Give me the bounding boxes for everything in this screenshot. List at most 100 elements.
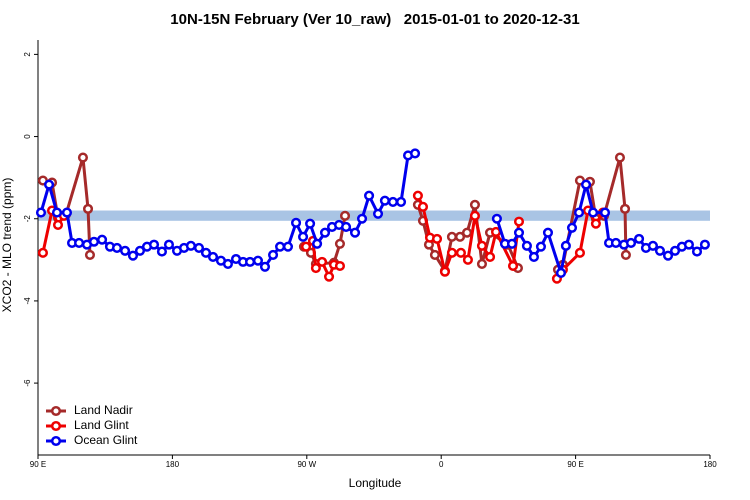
data-point (282, 241, 294, 252)
legend-label: Ocean Glint (74, 433, 138, 447)
legend-marker (50, 405, 62, 417)
data-point (429, 249, 440, 260)
data-point (364, 190, 375, 201)
data-point (148, 239, 160, 250)
data-point (410, 148, 421, 159)
data-point (37, 247, 48, 258)
data-point (298, 231, 309, 242)
data-point (542, 227, 554, 238)
data-point (412, 190, 423, 201)
data-point (462, 254, 473, 265)
data-point (619, 203, 631, 214)
data-point (670, 245, 681, 256)
data-point (574, 247, 585, 258)
data-point (127, 250, 139, 261)
data-point (535, 241, 547, 252)
data-point (691, 246, 703, 257)
data-point (222, 258, 234, 269)
data-point (334, 260, 346, 272)
data-point (319, 227, 331, 238)
data-point (387, 196, 399, 207)
data-point (290, 217, 302, 228)
x-tick-label: 0 (439, 460, 444, 469)
data-point (469, 210, 480, 221)
data-point (566, 222, 578, 233)
data-point (599, 207, 611, 218)
data-point (590, 218, 601, 229)
data-point (490, 226, 502, 237)
data-point (252, 255, 264, 266)
y-axis-label: XCO2 - MLO trend (ppm) (0, 178, 14, 313)
legend-marker (50, 435, 62, 447)
data-point (476, 240, 488, 251)
data-point (357, 213, 368, 224)
data-point (275, 241, 286, 252)
data-point (506, 238, 518, 249)
data-point (476, 258, 488, 269)
y-tick-label: -2 (23, 215, 32, 223)
data-point (513, 227, 525, 238)
x-tick-label: 90 E (567, 460, 583, 469)
y-tick-label: -4 (23, 297, 32, 305)
data-point (324, 271, 335, 282)
data-point (305, 218, 316, 229)
chart-title: 10N-15N February (Ver 10_raw) 2015-01-01… (170, 11, 579, 28)
data-point (312, 238, 323, 249)
data-point (625, 237, 637, 249)
data-point (634, 233, 645, 244)
data-point (334, 238, 346, 249)
data-point (555, 267, 567, 279)
x-tick-label: 180 (703, 460, 717, 469)
data-point (614, 152, 626, 163)
data-point (74, 237, 85, 249)
data-point (446, 231, 458, 242)
data-point (193, 242, 205, 253)
data-point (395, 196, 407, 207)
data-point (259, 261, 271, 272)
data-point (461, 227, 473, 238)
data-point (156, 246, 167, 257)
data-point (654, 245, 666, 256)
data-point (560, 240, 571, 251)
data-point (610, 237, 621, 249)
data-point (207, 251, 219, 263)
data-point (379, 195, 390, 206)
data-point (185, 240, 196, 251)
data-point (455, 247, 466, 258)
data-point (507, 260, 519, 272)
data-point (349, 227, 361, 238)
data-point (513, 216, 525, 227)
data-point (620, 249, 631, 260)
data-point (683, 239, 694, 250)
y-tick-label: -6 (23, 379, 32, 387)
data-point (61, 207, 73, 218)
data-point (341, 221, 352, 233)
data-point (581, 179, 592, 190)
data-point (88, 236, 100, 247)
data-point (699, 239, 710, 250)
x-tick-label: 90 W (297, 460, 316, 469)
data-point (521, 240, 532, 251)
data-point (588, 207, 599, 218)
x-tick-label: 180 (166, 460, 180, 469)
data-point (454, 231, 466, 242)
data-point (82, 203, 94, 214)
data-point (200, 247, 212, 258)
data-point (84, 249, 96, 260)
data-point (134, 245, 146, 256)
data-point (469, 199, 480, 210)
data-point (439, 266, 450, 277)
data-point (35, 207, 47, 218)
data-point (77, 152, 88, 163)
y-tick-label: 0 (23, 134, 32, 139)
data-point (268, 249, 279, 260)
data-point (51, 207, 63, 218)
legend-label: Land Nadir (74, 403, 133, 417)
x-tick-label: 90 E (30, 460, 46, 469)
data-point (431, 233, 443, 244)
y-tick-label: 2 (23, 52, 32, 57)
data-point (316, 256, 328, 267)
data-point (120, 245, 131, 256)
data-point (310, 262, 321, 274)
